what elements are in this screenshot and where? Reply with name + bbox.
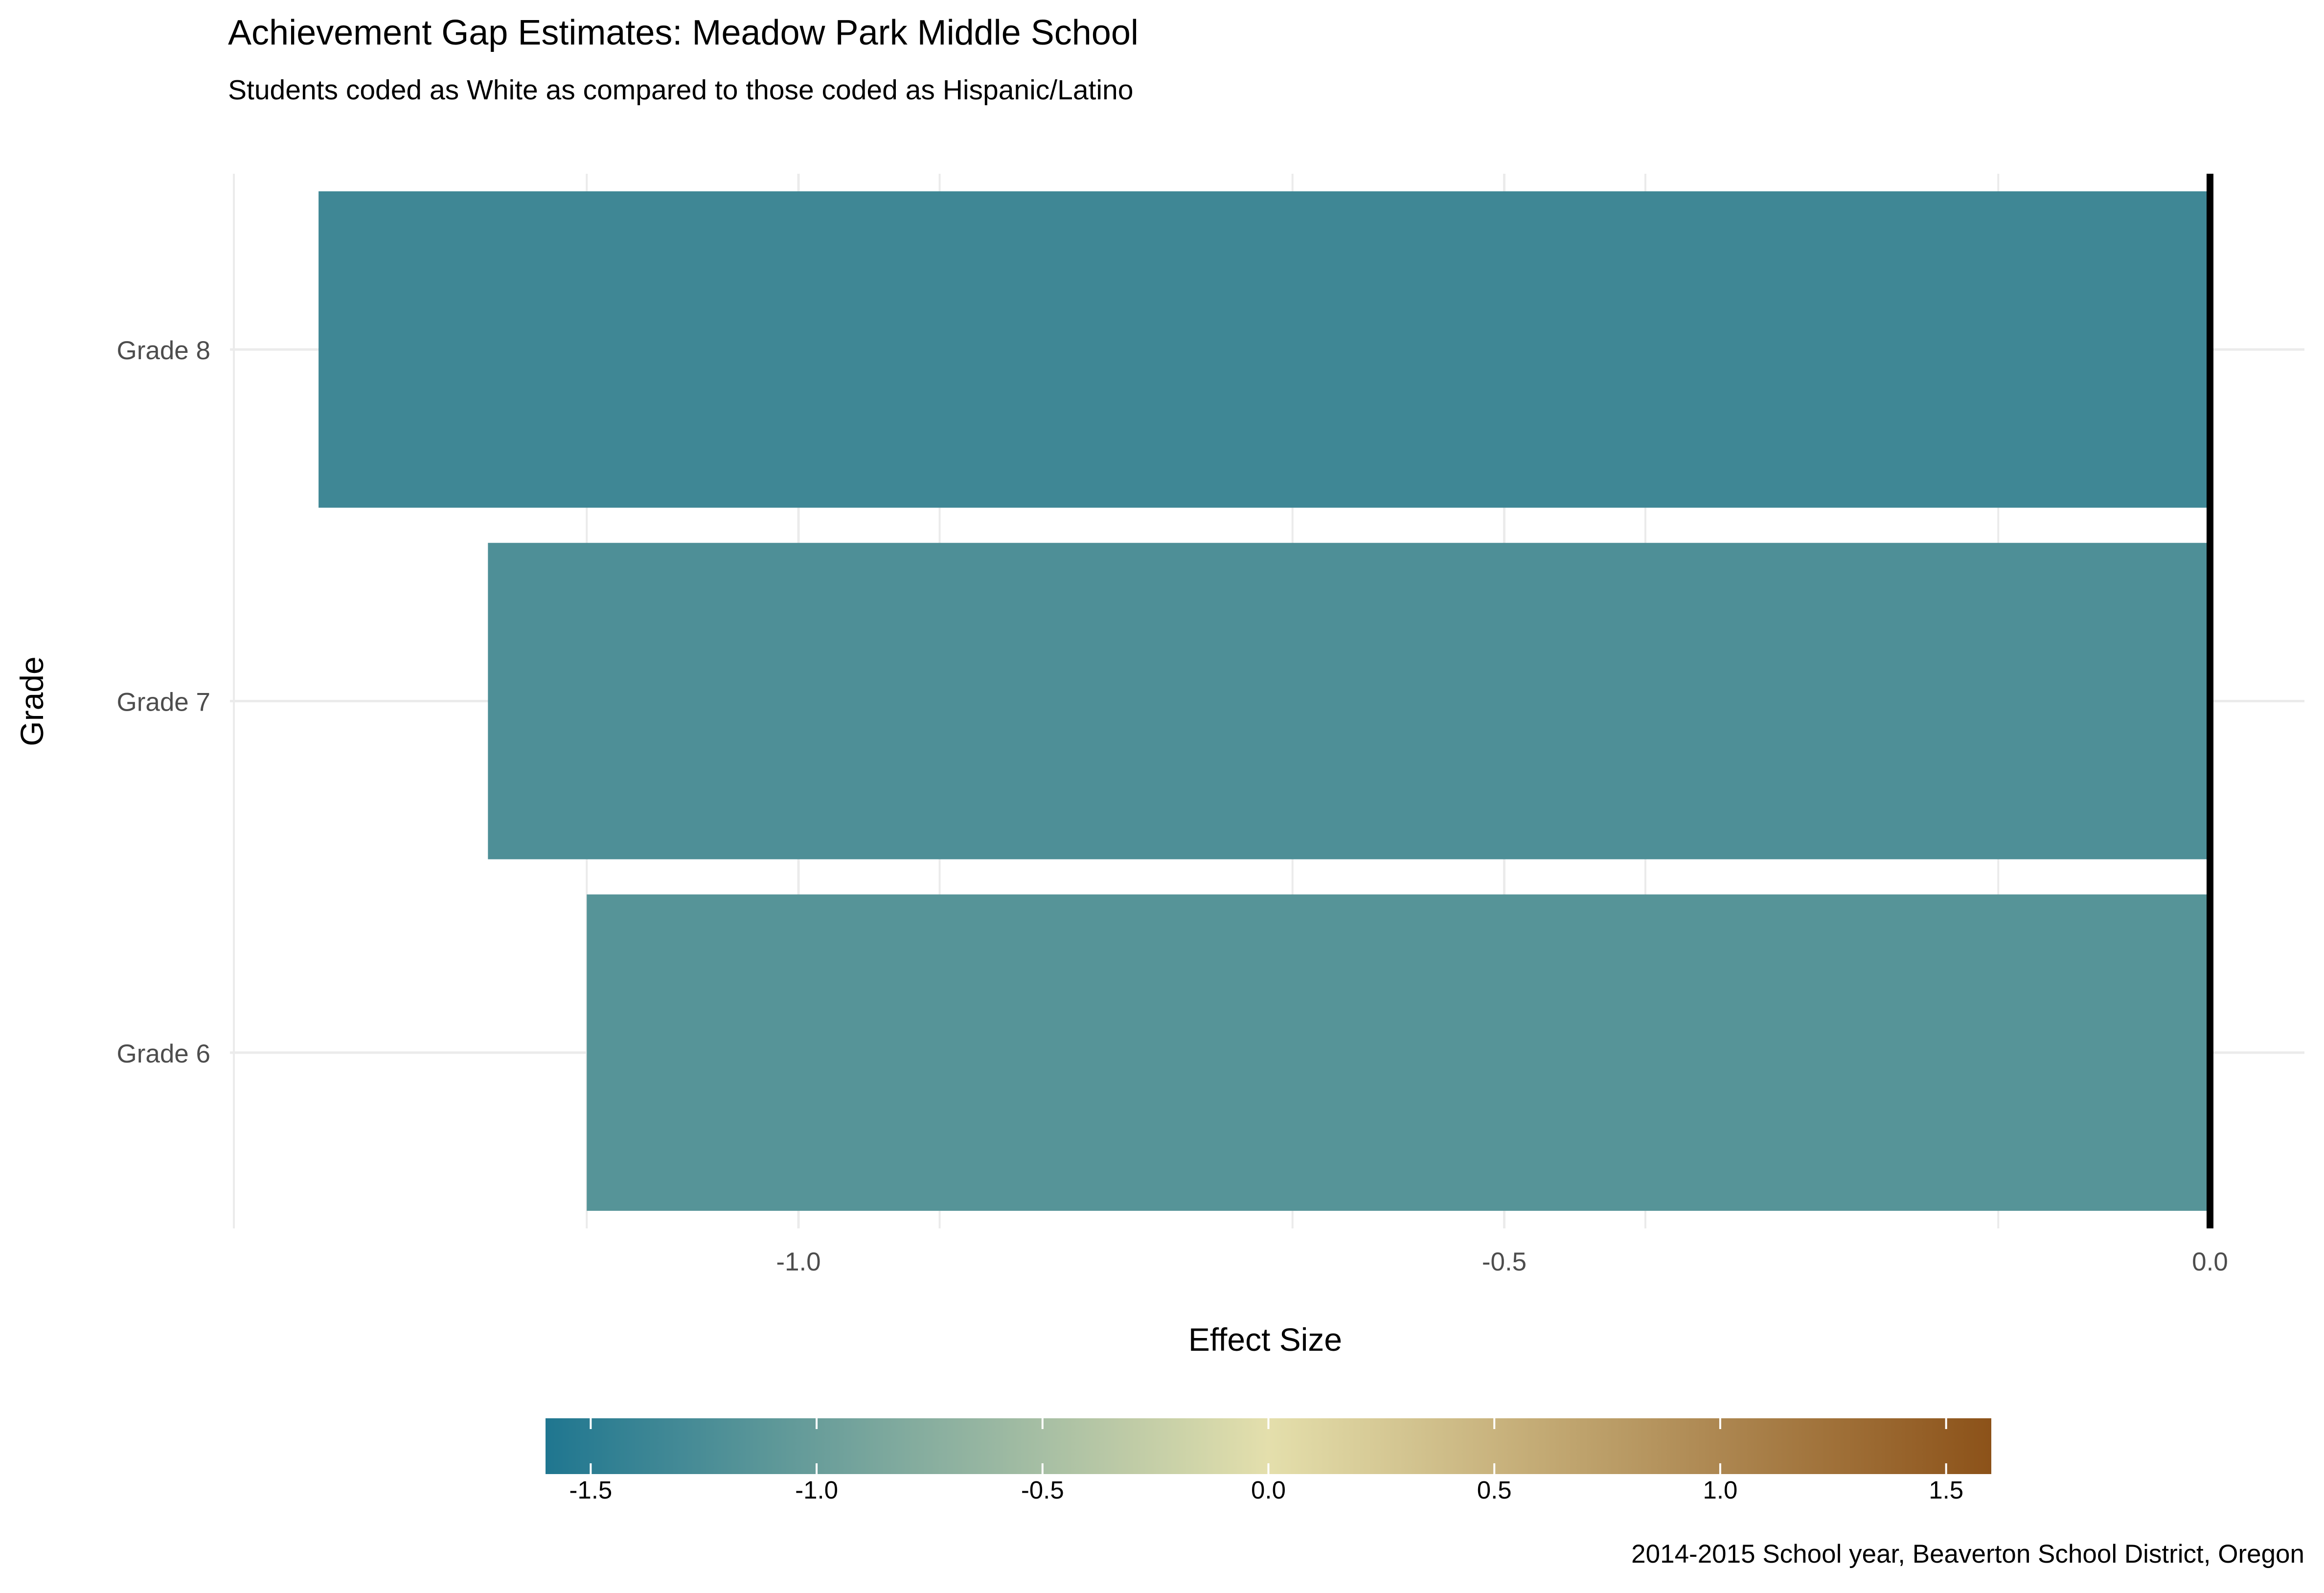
y-tick-label: Grade 8: [116, 336, 210, 365]
chart-caption: 2014-2015 School year, Beaverton School …: [1631, 1540, 2304, 1569]
x-tick-label: 0.0: [2192, 1247, 2228, 1276]
colorbar-legend: -1.5 -1.0 -0.5 0.0 0.5 1.0 1.5: [546, 1418, 1991, 1504]
y-tick-label: Grade 7: [116, 688, 210, 717]
colorbar-tick-label: -0.5: [1021, 1476, 1064, 1504]
tick-label-layer: Grade 8 Grade 7 Grade 6 -1.0 -0.5 0.0: [116, 336, 2228, 1276]
colorbar-tick-label: 0.5: [1477, 1476, 1512, 1504]
bar-grade-8: [319, 191, 2210, 508]
bar-grade-7: [488, 543, 2210, 859]
colorbar-tick-label: 1.5: [1929, 1476, 1963, 1504]
x-tick-label: -1.0: [776, 1247, 820, 1276]
chart-subtitle: Students coded as White as compared to t…: [228, 74, 1133, 106]
y-tick-label: Grade 6: [116, 1039, 210, 1068]
colorbar-tick-label: 1.0: [1703, 1476, 1737, 1504]
chart-title: Achievement Gap Estimates: Meadow Park M…: [228, 13, 1139, 52]
x-tick-label: -0.5: [1482, 1247, 1527, 1276]
colorbar-tick-label: -1.5: [569, 1476, 612, 1504]
y-axis-label: Grade: [14, 656, 50, 746]
x-axis-label: Effect Size: [1188, 1321, 1342, 1358]
colorbar-tick-label: 0.0: [1251, 1476, 1286, 1504]
bar-layer: [319, 191, 2210, 1211]
bar-grade-6: [587, 894, 2210, 1211]
colorbar-tick-label: -1.0: [795, 1476, 838, 1504]
